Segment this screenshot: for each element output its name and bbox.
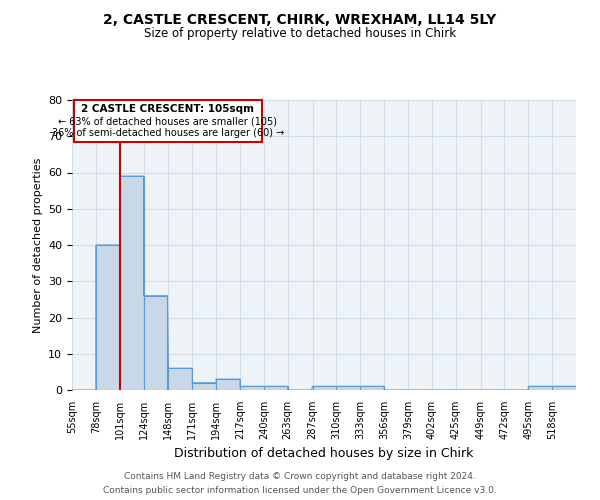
Text: Size of property relative to detached houses in Chirk: Size of property relative to detached ho…: [144, 28, 456, 40]
Text: 36% of semi-detached houses are larger (60) →: 36% of semi-detached houses are larger (…: [52, 128, 284, 138]
Bar: [120, 176, 143, 390]
Bar: [264, 386, 288, 390]
X-axis label: Distribution of detached houses by size in Chirk: Distribution of detached houses by size …: [175, 448, 473, 460]
Bar: [143, 296, 167, 390]
FancyBboxPatch shape: [74, 100, 262, 141]
Bar: [360, 386, 384, 390]
Bar: [313, 386, 337, 390]
Bar: [192, 383, 216, 390]
Text: Contains public sector information licensed under the Open Government Licence v3: Contains public sector information licen…: [103, 486, 497, 495]
Text: ← 63% of detached houses are smaller (105): ← 63% of detached houses are smaller (10…: [58, 116, 277, 126]
Bar: [552, 386, 576, 390]
Bar: [240, 386, 264, 390]
Bar: [169, 368, 192, 390]
Bar: [96, 245, 120, 390]
Bar: [528, 386, 552, 390]
Text: 2 CASTLE CRESCENT: 105sqm: 2 CASTLE CRESCENT: 105sqm: [82, 104, 254, 115]
Bar: [337, 386, 360, 390]
Text: Contains HM Land Registry data © Crown copyright and database right 2024.: Contains HM Land Registry data © Crown c…: [124, 472, 476, 481]
Y-axis label: Number of detached properties: Number of detached properties: [32, 158, 43, 332]
Bar: [216, 379, 240, 390]
Text: 2, CASTLE CRESCENT, CHIRK, WREXHAM, LL14 5LY: 2, CASTLE CRESCENT, CHIRK, WREXHAM, LL14…: [103, 12, 497, 26]
